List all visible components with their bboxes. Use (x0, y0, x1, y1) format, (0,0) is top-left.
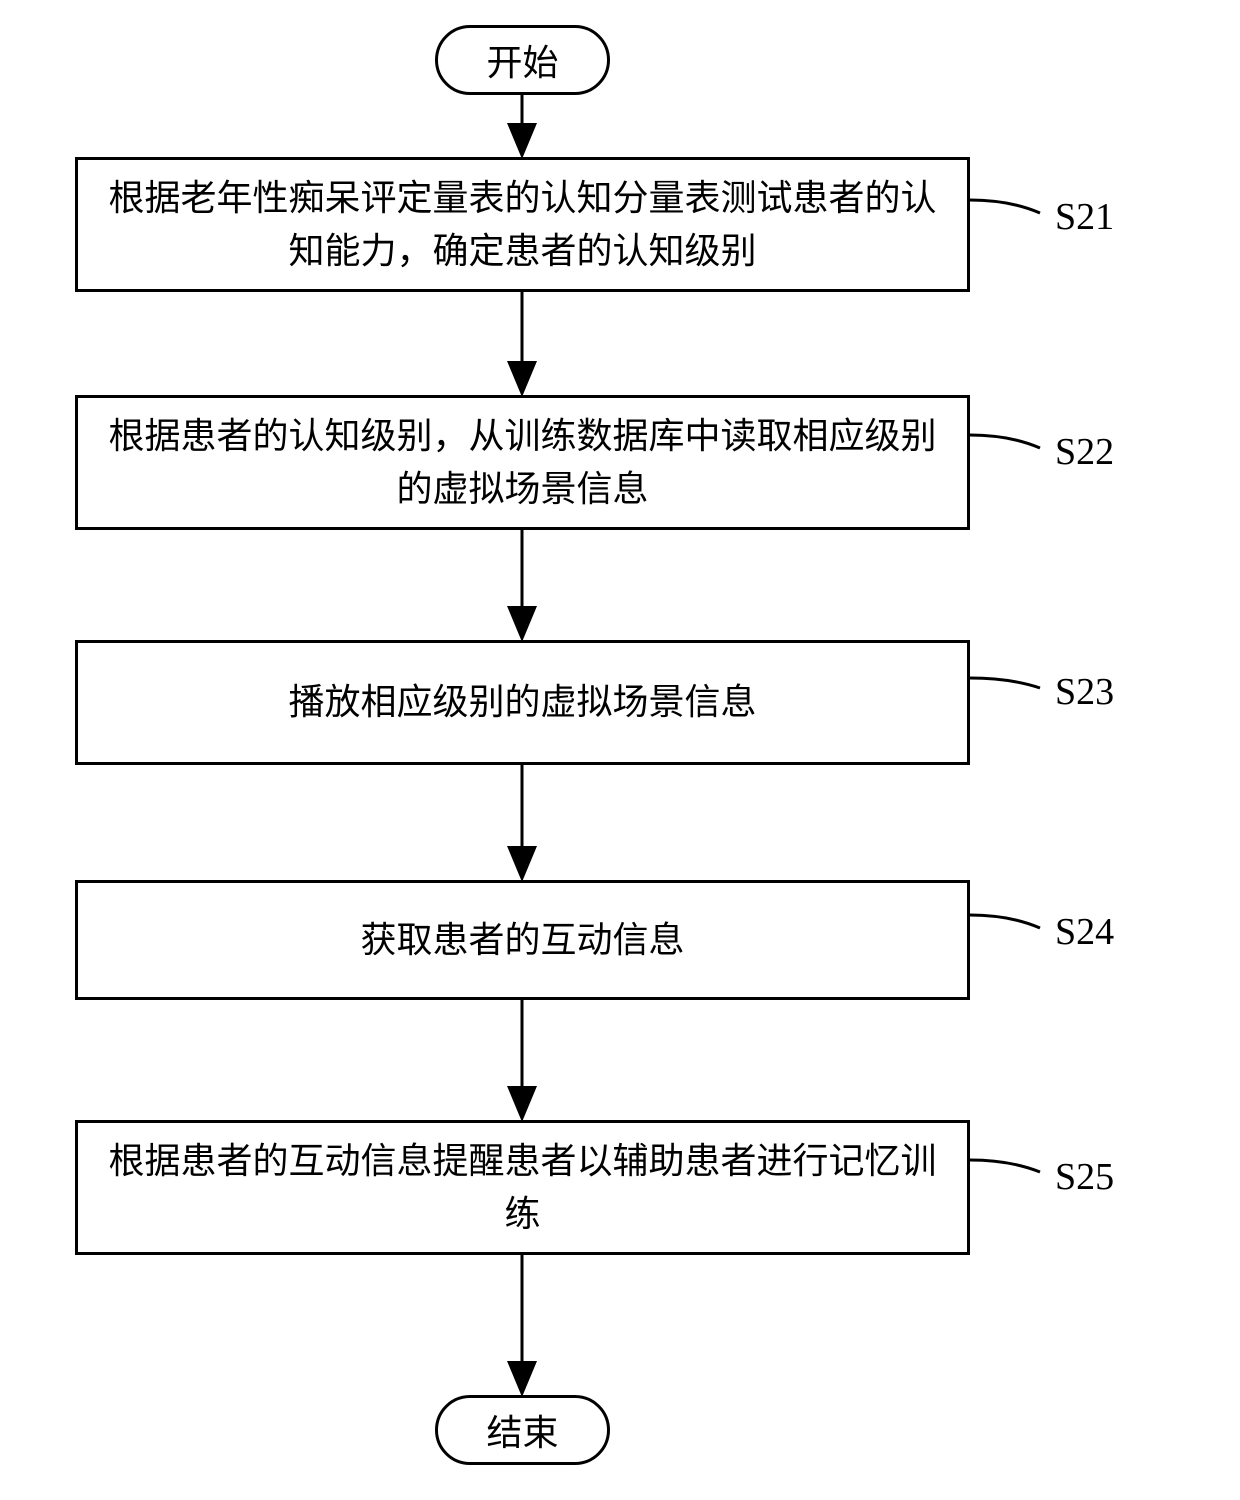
process-step-s24: 获取患者的互动信息 (75, 880, 970, 1000)
terminal-end: 结束 (435, 1395, 610, 1465)
step-text: 根据患者的互动信息提醒患者以辅助患者进行记忆训练 (98, 1135, 947, 1239)
step-text: 获取患者的互动信息 (360, 914, 684, 966)
step-label-s25: S25 (1055, 1155, 1114, 1199)
step-text: 根据患者的认知级别，从训练数据库中读取相应级别的虚拟场景信息 (98, 410, 947, 514)
step-label-s21: S21 (1055, 195, 1114, 239)
step-label-s22: S22 (1055, 430, 1114, 474)
terminal-start-text: 开始 (486, 34, 558, 86)
flowchart-container: 开始 根据老年性痴呆评定量表的认知分量表测试患者的认知能力，确定患者的认知级别 … (0, 0, 1240, 1500)
process-step-s22: 根据患者的认知级别，从训练数据库中读取相应级别的虚拟场景信息 (75, 395, 970, 530)
step-label-s23: S23 (1055, 670, 1114, 714)
terminal-end-text: 结束 (486, 1404, 558, 1456)
process-step-s25: 根据患者的互动信息提醒患者以辅助患者进行记忆训练 (75, 1120, 970, 1255)
process-step-s21: 根据老年性痴呆评定量表的认知分量表测试患者的认知能力，确定患者的认知级别 (75, 157, 970, 292)
step-text: 播放相应级别的虚拟场景信息 (288, 676, 756, 728)
step-label-s24: S24 (1055, 910, 1114, 954)
process-step-s23: 播放相应级别的虚拟场景信息 (75, 640, 970, 765)
step-text: 根据老年性痴呆评定量表的认知分量表测试患者的认知能力，确定患者的认知级别 (98, 172, 947, 276)
terminal-start: 开始 (435, 25, 610, 95)
